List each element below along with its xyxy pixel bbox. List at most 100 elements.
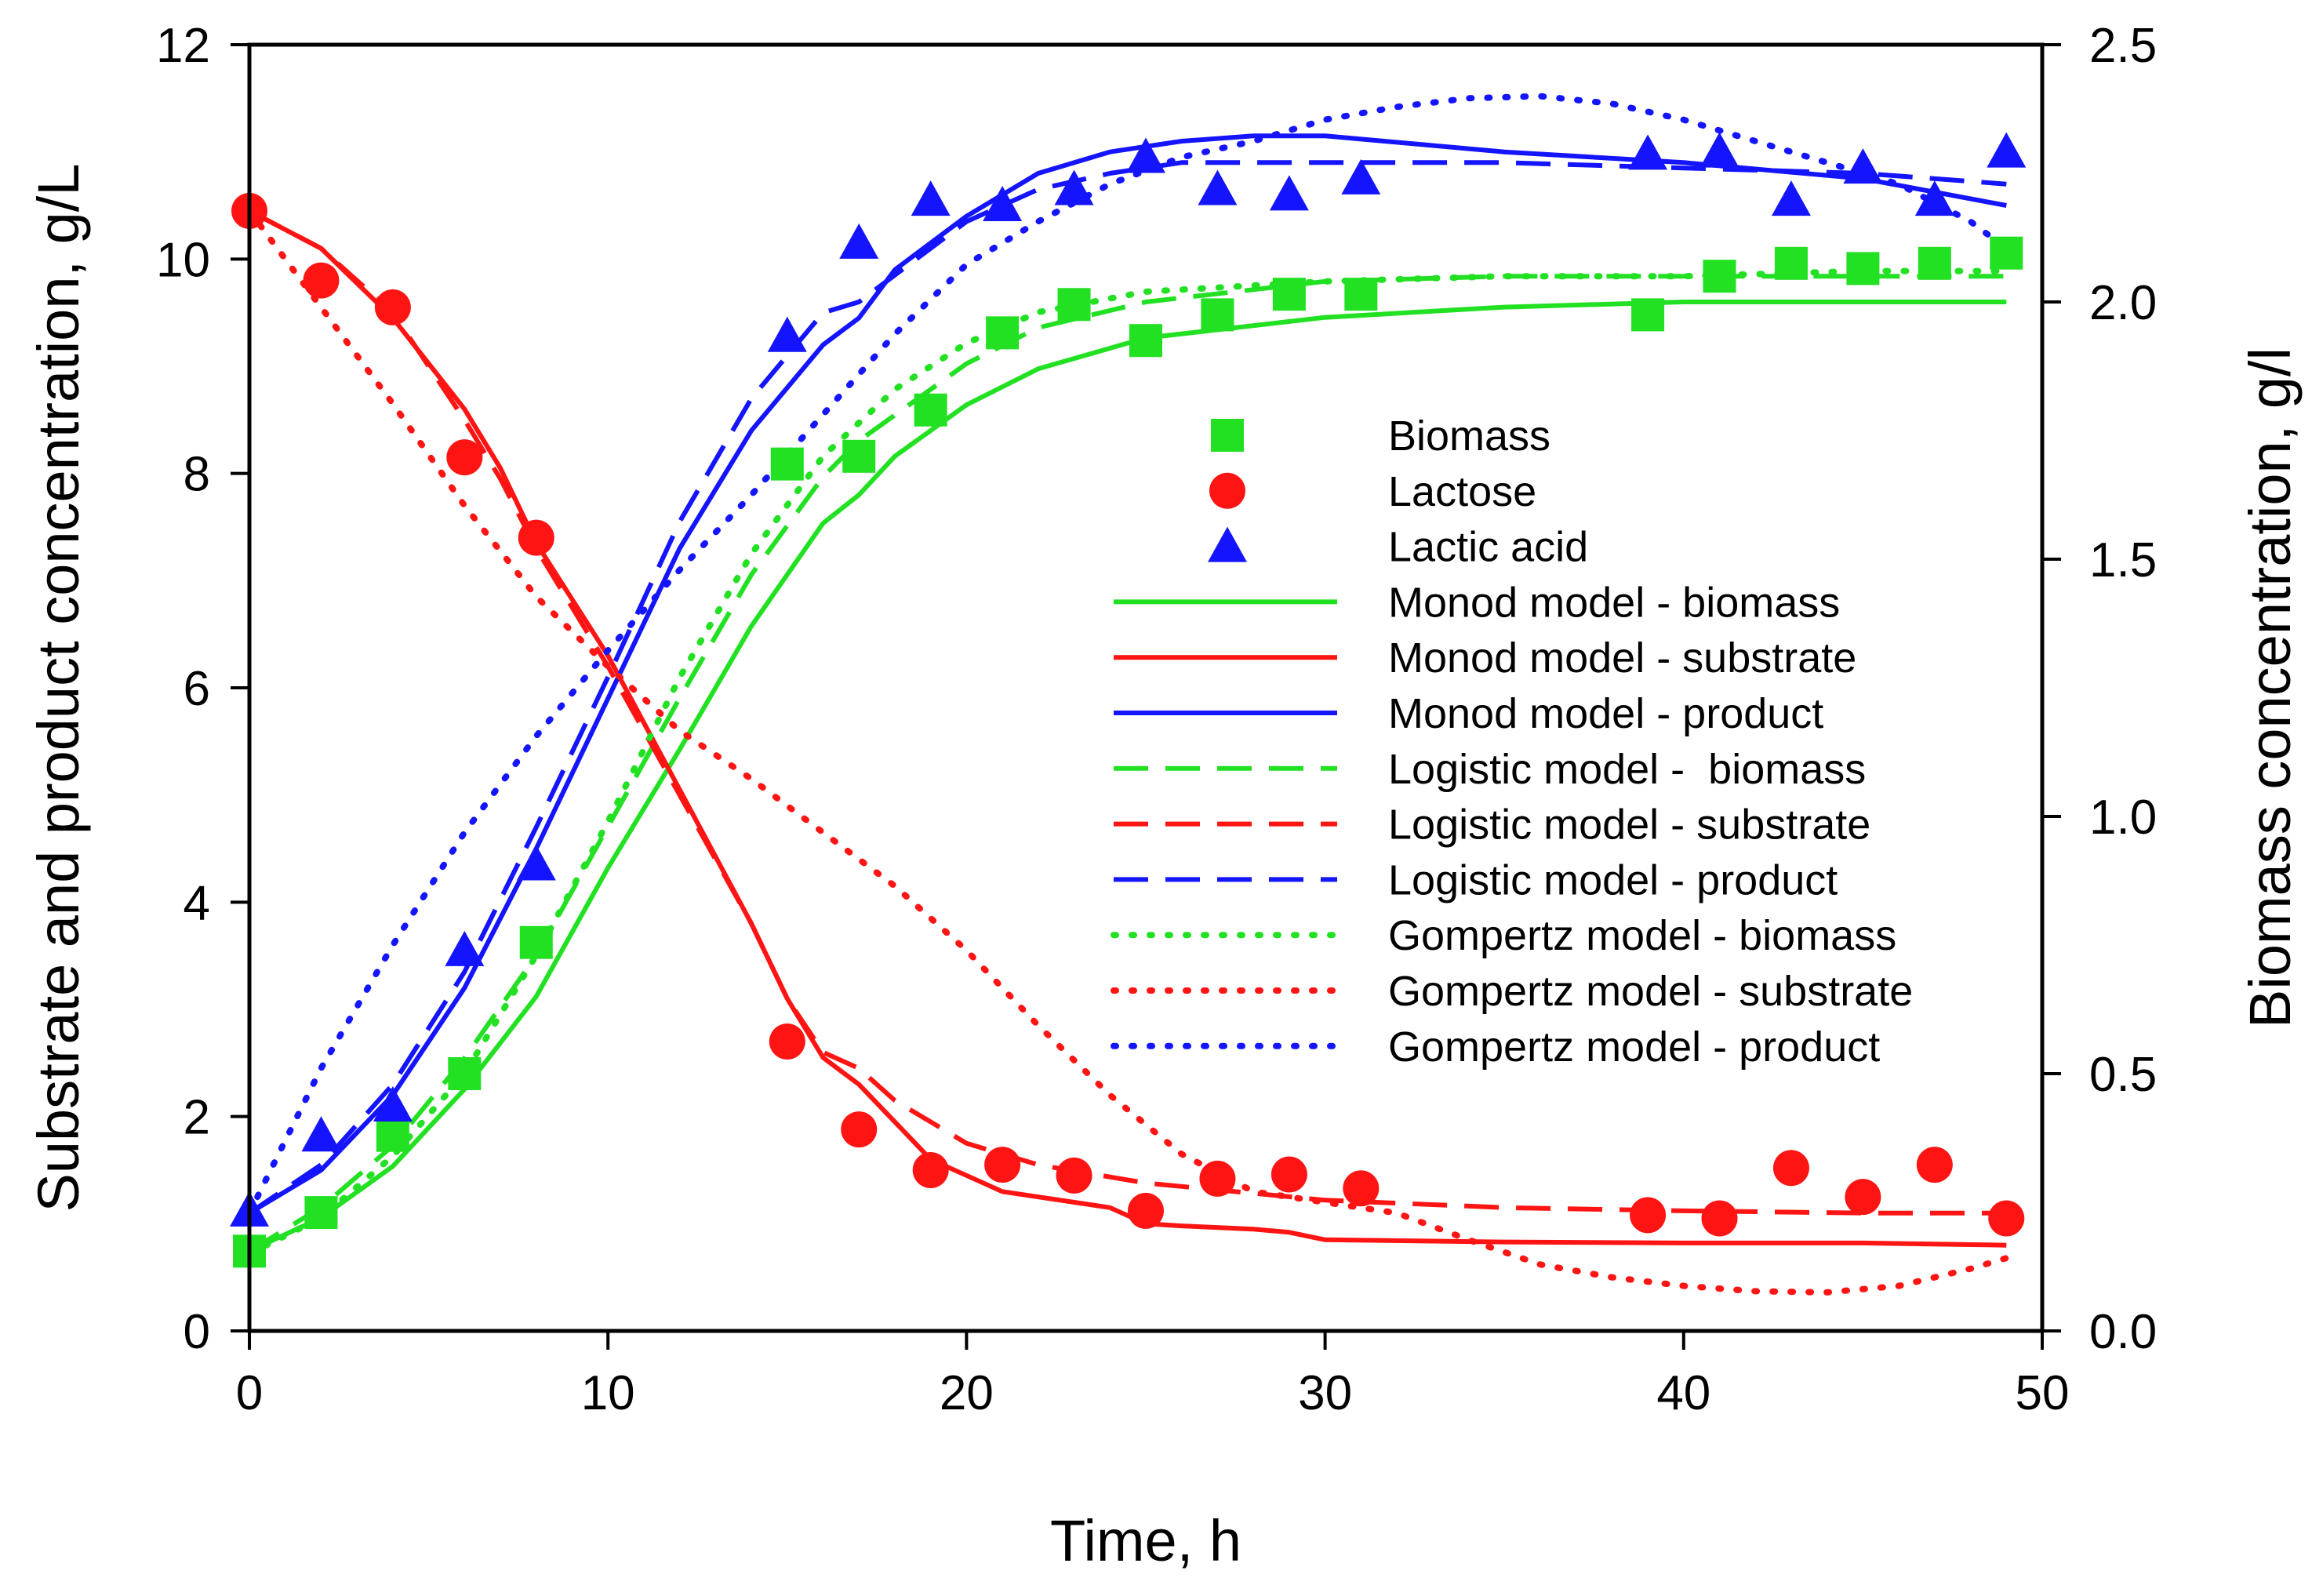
x-axis-title: Time, h [1050,1508,1241,1573]
lactose-point [1772,1150,1809,1187]
gompertz-model-biomass-line [246,267,2010,1257]
legend-label: Monod model - substrate [1388,634,1856,682]
y-left-tick-label: 4 [184,876,210,930]
biomass-point [770,447,804,481]
lactose-point [1630,1197,1667,1234]
lactic-acid-point [445,930,485,966]
legend-item: Gompertz model - biomass [1111,912,1896,959]
lactic-acid-point [983,186,1023,221]
lactose-point [841,1111,878,1148]
y-right-tick-label: 1.0 [2089,791,2157,845]
lactose-point [912,1152,949,1188]
legend-label: Lactose [1388,468,1536,515]
y-left-tick-label: 8 [184,448,210,502]
legend-item: Monod model - biomass [1114,579,1840,626]
y-left-tick-label: 12 [156,19,210,73]
biomass-point [376,1118,409,1152]
legend-label: Logistic model - biomass [1388,746,1866,793]
legend-item: Lactose [1209,468,1536,515]
legend-label: Monod model - biomass [1388,579,1840,626]
legend-item: Biomass [1211,413,1550,460]
x-tick-label: 30 [1298,1366,1352,1420]
biomass-point [1201,298,1234,332]
series-layer [230,93,2027,1296]
legend-item: Logistic model - substrate [1114,802,1870,849]
x-tick-label: 0 [236,1366,263,1420]
monod-model-product-line [248,133,2007,1216]
lactic-acid-point [1269,175,1309,211]
lactic-acid-point [1987,132,2027,168]
lactic-acid-point [1843,148,1883,184]
lactose-point [518,519,554,556]
biomass-point [1272,278,1306,311]
legend-label: Monod model - product [1388,690,1823,737]
monod-model-substrate-line [248,209,2007,1248]
logistic-model-substrate-line [248,209,2007,1216]
legend-label: Gompertz model - biomass [1388,912,1896,959]
legend-label: Biomass [1388,413,1550,460]
lactic-acid-point [516,845,556,881]
y-right-tick-label: 0.5 [2089,1048,2157,1102]
lactic-acid-point [839,223,879,259]
lactic-acid-point [1126,137,1165,173]
lactose-point [303,262,340,299]
biomass-point [1774,246,1808,280]
legend-label: Logistic model - product [1388,856,1838,903]
logistic-model-product-line [248,160,2007,1216]
y-left-tick-label: 10 [156,233,210,287]
y-left-axis-title: Substrate and product concentration, g/L [26,164,91,1212]
biomass-point [1631,298,1665,332]
y-left-tick-label: 2 [184,1091,210,1145]
lactic-acid-point [301,1116,341,1152]
lactose-point [1199,1160,1236,1197]
lactic-acid-points [230,132,2027,1227]
legend-symbol [1208,526,1247,562]
biomass-point [1344,278,1378,311]
legend-label: Lactic acid [1388,524,1588,571]
legend-item: Lactic acid [1208,524,1588,571]
legend: Biomass Lactose Lactic acid Monod model - b… [1111,413,1913,1071]
lactose-point [374,289,411,325]
lactose-point [1128,1192,1164,1229]
lactose-point [1916,1147,1953,1183]
lactic-acid-point [1699,132,1739,168]
x-tick-label: 20 [940,1366,994,1420]
y-right-tick-label: 0.0 [2089,1305,2157,1359]
legend-label: Gompertz model - product [1388,1023,1880,1071]
lactose-point [1343,1170,1380,1207]
lactic-acid-point [373,1086,413,1122]
biomass-point [304,1196,338,1230]
lactose-point [769,1023,805,1060]
lactose-point [1271,1156,1307,1193]
biomass-point [842,439,876,473]
biomass-point [1703,260,1736,293]
biomass-point [1846,252,1880,285]
legend-label: Gompertz model - substrate [1388,968,1913,1015]
y-left-tick-label: 0 [184,1305,210,1359]
biomass-points [233,236,2023,1268]
lactose-point [1056,1157,1092,1194]
biomass-point [1129,324,1162,358]
y-left-tick-label: 6 [184,662,210,716]
biomass-point [519,925,553,959]
lactic-acid-point [767,316,807,352]
biomass-point [914,393,947,427]
lactic-acid-point [1341,158,1381,195]
lactose-point [1988,1200,2025,1237]
lactic-acid-point [1628,134,1668,170]
x-tick-label: 50 [2016,1366,2070,1420]
legend-item: Logistic model - product [1114,856,1838,903]
legend-item: Gompertz model - substrate [1111,968,1913,1015]
legend-item: Monod model - product [1114,690,1823,737]
axes-layer: 0 10 20 30 40 50 0 2 4 6 8 10 12 0.0 0.5 1.0 1.5 2.0 2.5 [156,19,2157,1420]
lactose-point [1845,1179,1881,1216]
legend-symbol [1211,419,1244,452]
lactose-point [984,1147,1021,1183]
lactose-point [1701,1200,1738,1237]
lactic-acid-point [1771,180,1811,216]
y-right-tick-label: 2.5 [2089,19,2157,73]
lactose-points [231,192,2025,1237]
x-tick-label: 10 [581,1366,635,1420]
